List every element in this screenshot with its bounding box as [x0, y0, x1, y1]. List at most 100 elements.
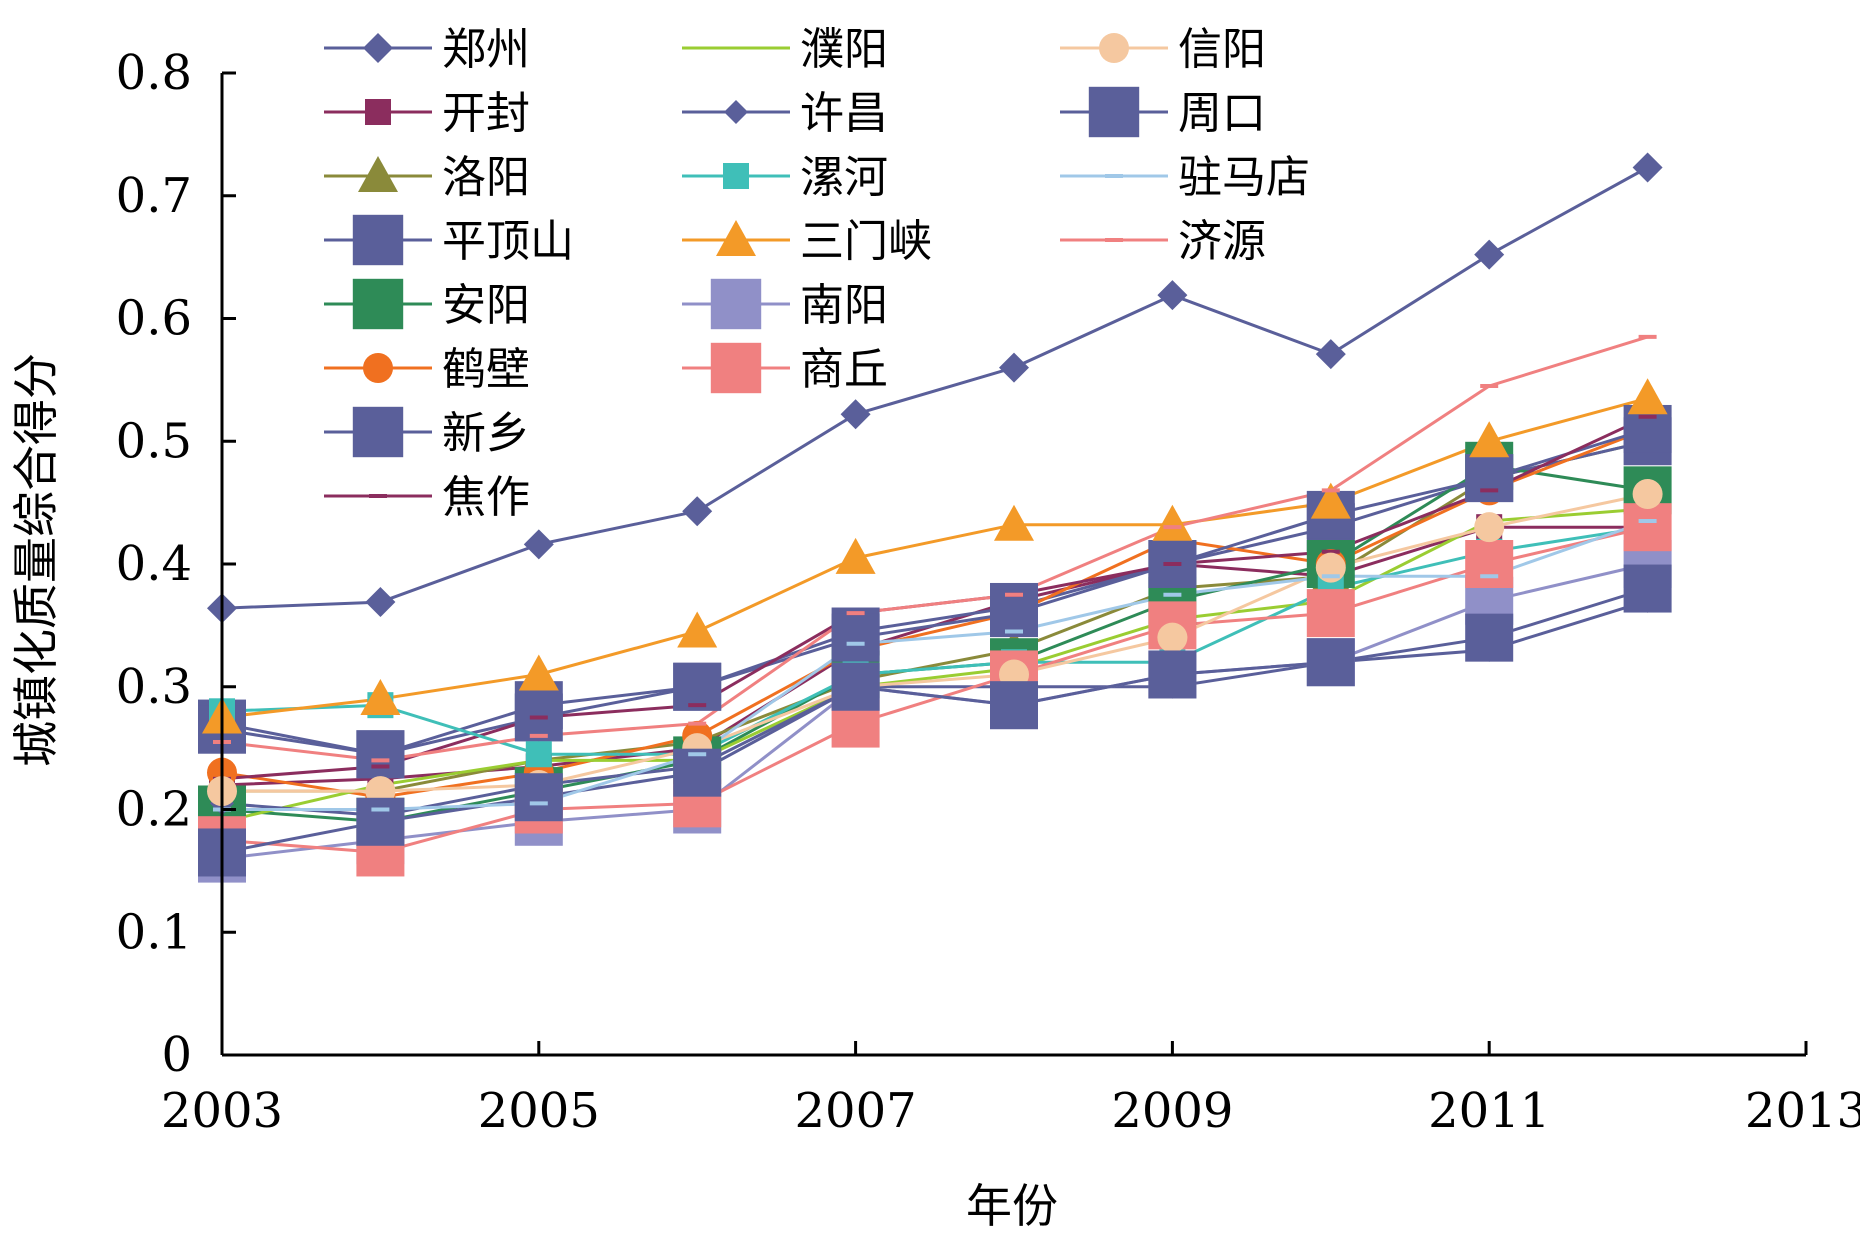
- legend-label: 郑州: [442, 24, 530, 75]
- x-tick-label: 2011: [1428, 1083, 1550, 1139]
- triangle-marker: [358, 156, 398, 192]
- square-marker: [525, 741, 552, 768]
- square-marker: [352, 406, 404, 458]
- series-lines: [221, 166, 1649, 861]
- legend-label: 安阳: [442, 280, 530, 331]
- diamond-marker: [999, 352, 1029, 383]
- legend-label: 商丘: [800, 344, 888, 395]
- series-line: [221, 525, 1648, 854]
- diamond-marker: [1632, 152, 1663, 183]
- legend-label: 鹤壁: [442, 344, 530, 395]
- x-axis-ticks: 2003 2005 2007 2009 2011 2013: [161, 1041, 1860, 1139]
- square-marker: [1306, 638, 1355, 687]
- square-marker: [1465, 540, 1514, 588]
- square-marker: [990, 681, 1038, 730]
- legend-label: 信阳: [1178, 24, 1266, 75]
- y-tick-label: 0.1: [116, 904, 192, 960]
- legend-label: 焦作: [442, 472, 530, 523]
- square-marker: [352, 214, 404, 266]
- square-marker: [1306, 589, 1355, 638]
- circle-marker: [1632, 479, 1663, 510]
- x-axis-title: 年份: [966, 1179, 1058, 1233]
- x-tick-label: 2009: [1111, 1083, 1233, 1139]
- triangle-marker: [1310, 482, 1351, 519]
- triangle-marker: [518, 654, 559, 691]
- legend-label: 南阳: [800, 280, 888, 331]
- x-tick-label: 2005: [478, 1083, 600, 1139]
- diamond-marker: [523, 529, 554, 560]
- x-tick-label: 2007: [795, 1083, 917, 1139]
- square-marker: [673, 748, 722, 797]
- square-marker: [710, 278, 762, 330]
- square-marker: [831, 613, 880, 662]
- series-line: [221, 439, 1648, 756]
- triangle-marker: [677, 611, 718, 648]
- diamond-marker: [1315, 339, 1346, 370]
- y-tick-label: 0.2: [116, 782, 192, 838]
- square-marker: [1465, 454, 1514, 503]
- series-line: [221, 166, 1649, 610]
- series-line: [221, 587, 1649, 854]
- y-tick-label: 0.3: [116, 659, 192, 715]
- series-line: [221, 427, 1649, 799]
- series-line: [222, 519, 1649, 811]
- diamond-marker: [682, 496, 713, 527]
- circle-marker: [1157, 622, 1188, 653]
- legend-label: 濮阳: [800, 24, 888, 75]
- legend-label: 驻马店: [1178, 152, 1310, 203]
- series-line: [222, 492, 1648, 793]
- square-marker: [710, 342, 762, 394]
- y-tick-label: 0.4: [116, 536, 192, 592]
- y-axis-title: 城镇化质量综合得分: [9, 353, 63, 767]
- y-tick-label: 0.5: [116, 413, 192, 469]
- square-marker: [365, 99, 391, 125]
- series-line: [221, 427, 1649, 756]
- legend-label: 平顶山: [442, 216, 574, 267]
- series-line: [221, 335, 1649, 762]
- y-tick-label: 0: [161, 1027, 192, 1083]
- square-marker: [514, 773, 563, 822]
- square-marker: [1088, 86, 1140, 138]
- diamond-marker: [724, 100, 748, 124]
- square-marker: [723, 163, 749, 189]
- legend-label: 周口: [1178, 88, 1266, 139]
- legend-label: 漯河: [800, 152, 888, 203]
- square-marker: [673, 662, 722, 711]
- diamond-marker: [1474, 239, 1505, 270]
- legend-label: 三门峡: [800, 216, 932, 267]
- circle-marker: [1474, 512, 1505, 543]
- circle-marker: [1099, 33, 1129, 63]
- y-tick-label: 0.7: [116, 168, 192, 224]
- square-marker: [352, 278, 404, 330]
- series-line: [221, 464, 1648, 824]
- square-marker: [990, 589, 1038, 638]
- circle-marker: [363, 353, 393, 383]
- triangle-marker: [1469, 421, 1510, 458]
- square-marker: [831, 662, 880, 711]
- triangle-marker: [994, 504, 1034, 541]
- triangle-marker: [835, 537, 876, 574]
- legend-label: 新乡: [442, 408, 530, 459]
- legend-label: 济源: [1178, 216, 1266, 267]
- triangle-marker: [1152, 504, 1193, 541]
- series-markers: [198, 152, 1672, 883]
- y-tick-label: 0.6: [116, 291, 192, 347]
- diamond-marker: [363, 33, 393, 63]
- legend-label: 洛阳: [442, 152, 530, 203]
- y-axis-ticks: 0 0.1 0.2 0.3 0.4 0.5 0.6 0.7 0.8: [116, 45, 236, 1083]
- square-marker: [356, 730, 405, 779]
- triangle-marker: [716, 220, 756, 256]
- legend-label: 开封: [442, 88, 530, 139]
- series-line: [221, 396, 1648, 719]
- square-marker: [1623, 503, 1672, 552]
- series-line: [221, 507, 1648, 824]
- y-tick-label: 0.8: [116, 45, 192, 101]
- diamond-marker: [365, 587, 396, 618]
- x-tick-label: 2003: [161, 1083, 283, 1139]
- legend-label: 许昌: [800, 88, 888, 139]
- series-line: [221, 525, 1648, 756]
- triangle-marker: [1627, 378, 1668, 415]
- square-marker: [1623, 564, 1672, 613]
